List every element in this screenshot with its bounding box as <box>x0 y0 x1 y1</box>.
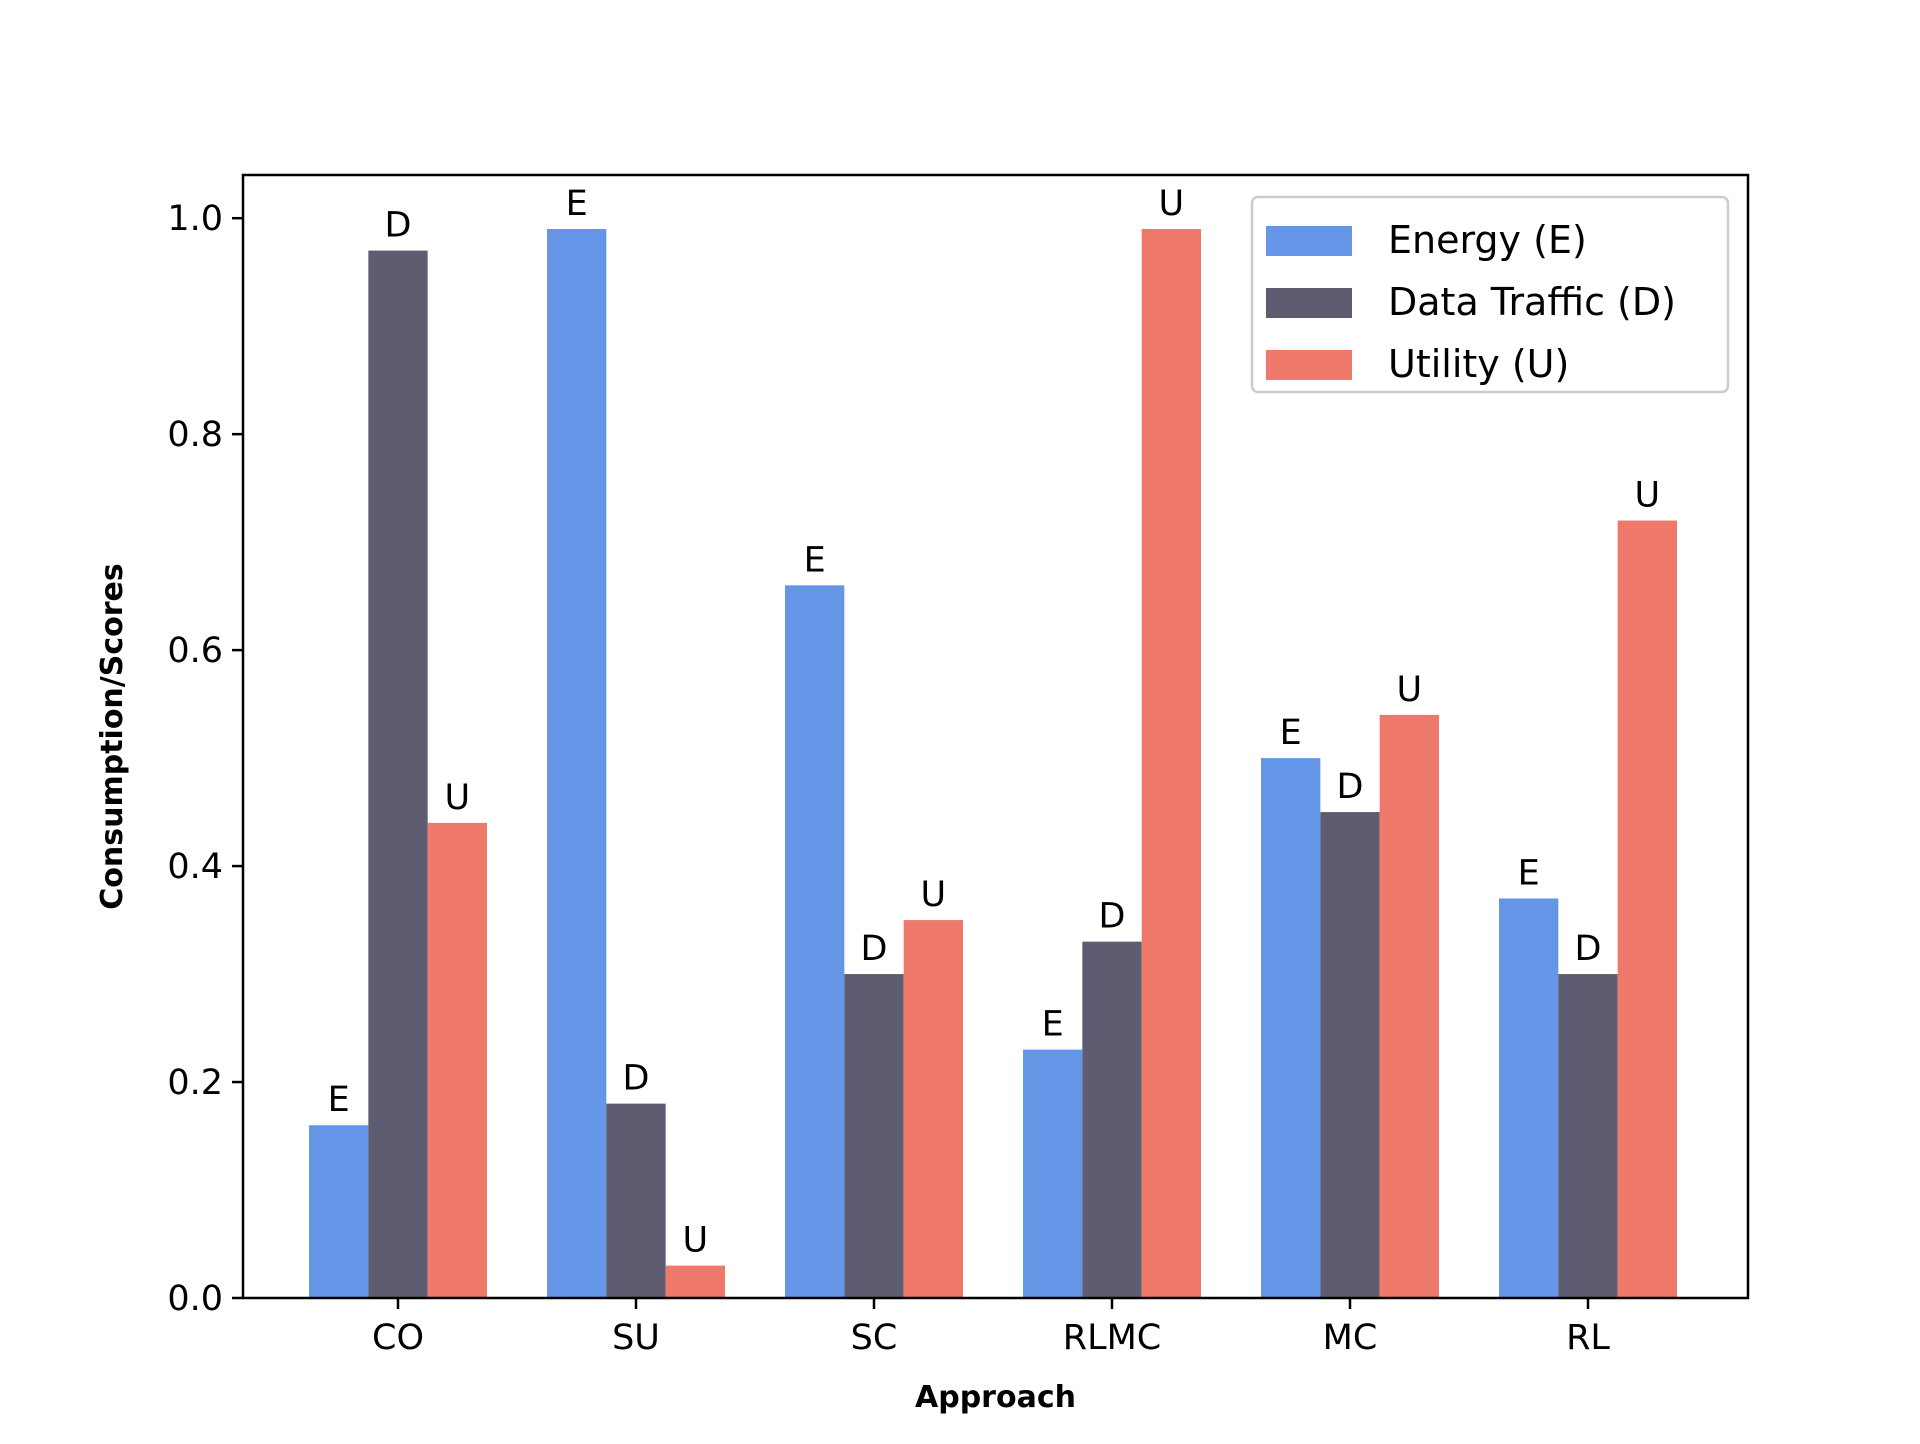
bar-u-co <box>427 822 487 1298</box>
bar-label: D <box>1575 929 1602 969</box>
bar-d-mc <box>1320 812 1380 1298</box>
bar-label: D <box>385 206 412 246</box>
bar-label: E <box>1280 713 1302 753</box>
bar-d-co <box>368 250 428 1298</box>
y-tick-label: 0.8 <box>167 415 223 455</box>
y-tick-label: 0.2 <box>167 1063 223 1103</box>
legend: Energy (E) Data Traffic (D) Utility (U) <box>1250 195 1730 394</box>
bar-e-rl <box>1499 898 1559 1298</box>
bar-e-mc <box>1261 758 1321 1298</box>
bar-e-su <box>547 228 607 1299</box>
bar-label: U <box>683 1221 709 1261</box>
x-tick-label: MC <box>1323 1318 1378 1358</box>
bars-layer <box>309 228 1677 1299</box>
bar-label: E <box>1042 1005 1064 1045</box>
bar-label: U <box>445 778 471 818</box>
plot-frame <box>241 173 1750 1300</box>
bar-label: D <box>861 929 888 969</box>
legend-swatch <box>1266 288 1352 318</box>
bar-label: U <box>1635 476 1661 516</box>
bar-label: E <box>804 540 826 580</box>
x-axis-title: Approach <box>915 1380 1076 1415</box>
bar-d-rlmc <box>1082 941 1142 1298</box>
x-tick-label: RLMC <box>1063 1318 1161 1358</box>
y-axis: 0.0 0.2 0.4 0.6 0.8 1.0 <box>167 199 243 1319</box>
bar-u-mc <box>1379 714 1439 1298</box>
bar-label: E <box>1518 853 1540 893</box>
bar-u-sc <box>903 920 963 1298</box>
bar-u-rl <box>1617 520 1677 1298</box>
legend-label: Energy (E) <box>1388 218 1587 262</box>
bar-e-sc <box>785 585 845 1298</box>
y-tick-label: 0.6 <box>167 631 223 671</box>
y-tick-label: 0.0 <box>167 1279 223 1319</box>
bar-label: U <box>1397 670 1423 710</box>
bar-label: E <box>566 184 588 224</box>
legend-swatch <box>1266 226 1352 256</box>
y-tick-label: 0.4 <box>167 847 223 887</box>
x-tick-label: RL <box>1566 1318 1610 1358</box>
y-tick-label: 1.0 <box>167 199 223 239</box>
legend-label: Utility (U) <box>1388 342 1569 386</box>
bar-label: D <box>623 1059 650 1099</box>
bar-d-sc <box>844 974 904 1298</box>
y-axis-title: Consumption/Scores <box>95 563 130 909</box>
legend-swatch <box>1266 350 1352 380</box>
bar-e-co <box>309 1125 369 1298</box>
bar-d-su <box>606 1103 666 1298</box>
bar-u-su <box>665 1265 725 1298</box>
x-tick-label: CO <box>372 1318 424 1358</box>
bar-e-rlmc <box>1023 1049 1083 1298</box>
x-axis: CO SU SC RLMC MC RL <box>372 1298 1610 1358</box>
bar-label: U <box>1159 184 1185 224</box>
legend-label: Data Traffic (D) <box>1388 280 1676 324</box>
bar-d-rl <box>1558 974 1618 1298</box>
bar-label: D <box>1099 897 1126 937</box>
legend-box <box>1250 195 1730 394</box>
x-tick-label: SU <box>612 1318 660 1358</box>
x-tick-label: SC <box>851 1318 898 1358</box>
bar-u-rlmc <box>1141 228 1201 1299</box>
bar-label: D <box>1337 767 1364 807</box>
bar-label: U <box>921 875 947 915</box>
bar-label: E <box>328 1080 350 1120</box>
